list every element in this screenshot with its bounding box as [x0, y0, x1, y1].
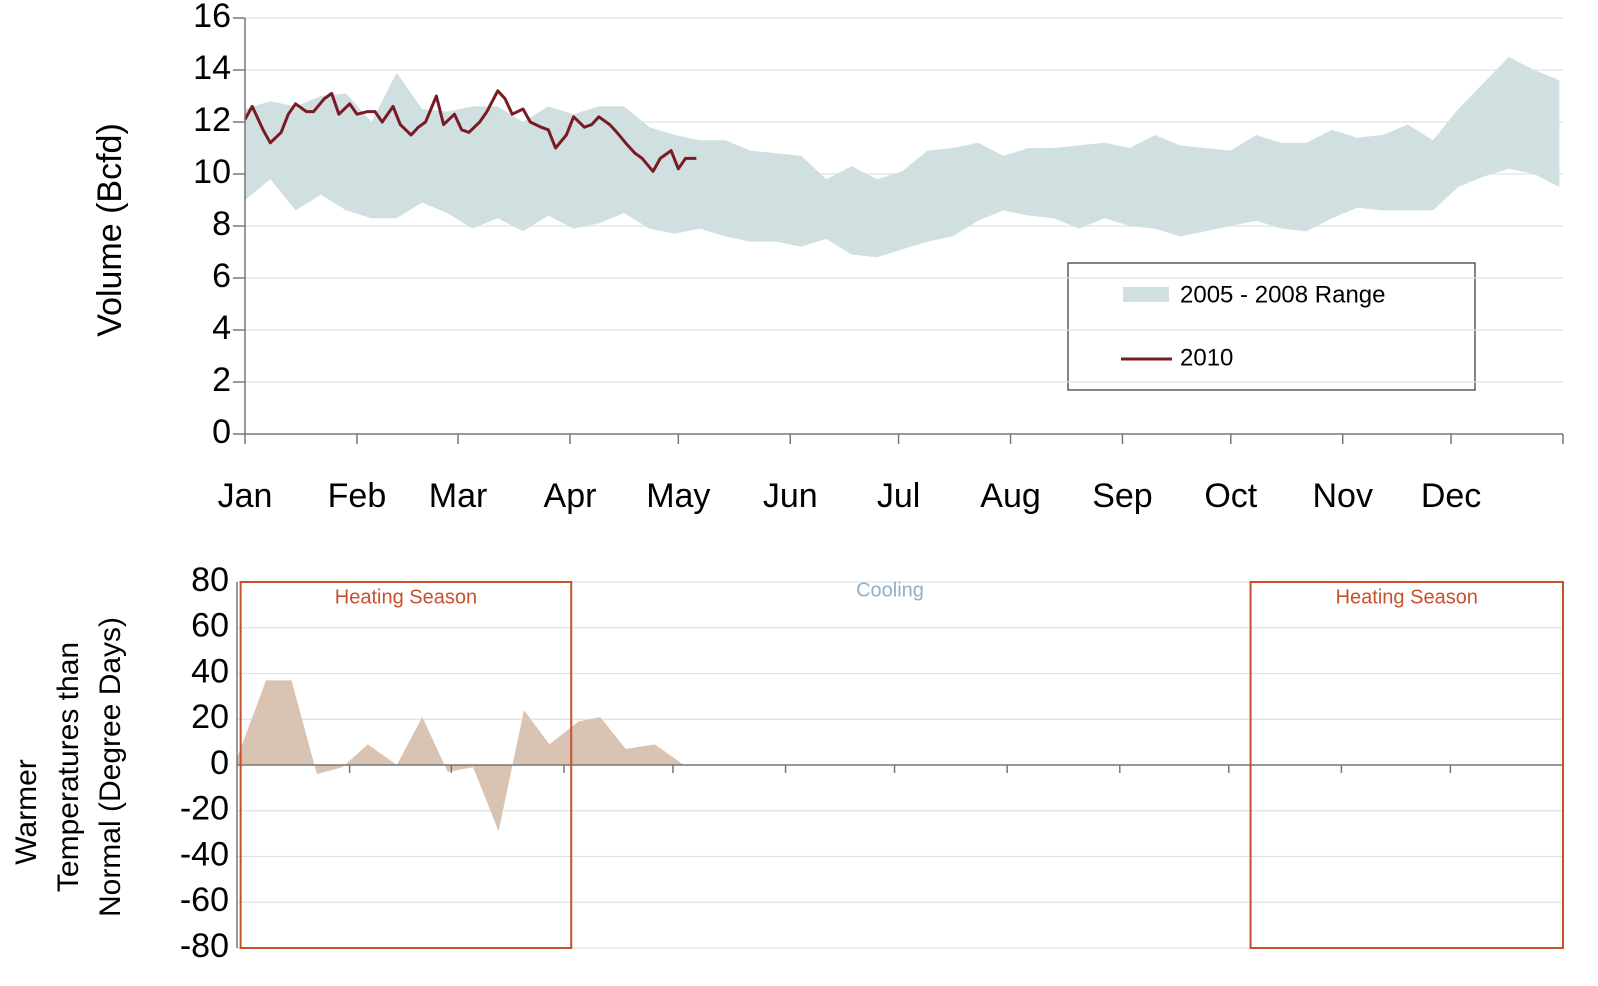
y-tick-label: -80 [180, 927, 229, 965]
y-axis-title: Volume (Bcfd) [91, 123, 129, 337]
y-tick-label: 20 [191, 698, 229, 736]
x-tick-label: Feb [328, 477, 387, 515]
season-label: Cooling [856, 579, 924, 601]
y-tick-label: 12 [193, 101, 231, 139]
y-tick-label: 14 [193, 49, 231, 87]
temperature-area [237, 680, 684, 832]
season-box [1249, 581, 1565, 949]
y-tick-label: 4 [212, 309, 231, 347]
x-tick-label: Nov [1312, 477, 1372, 515]
y-tick-label: 6 [212, 257, 231, 295]
legend [1067, 262, 1476, 391]
y-tick-label: 60 [191, 607, 229, 645]
y-tick-label: 80 [191, 561, 229, 599]
y-tick-label: 40 [191, 652, 229, 690]
line-2010 [243, 89, 697, 173]
x-tick-label: Aug [980, 477, 1041, 515]
x-tick-label: Sep [1092, 477, 1153, 515]
legend-swatch [1123, 287, 1169, 302]
y-tick-label: -60 [180, 881, 229, 919]
legend-label: 2005 - 2008 Range [1180, 281, 1386, 308]
y-tick-label: 10 [193, 153, 231, 191]
season-label: Heating Season [335, 586, 477, 608]
x-tick-label: Dec [1421, 477, 1481, 515]
y-tick-label: -40 [180, 835, 229, 873]
y-axis-title: Normal (Degree Days) [94, 617, 127, 917]
x-tick-label: Jan [218, 477, 273, 515]
legend-label: 2010 [1180, 344, 1233, 371]
x-tick-label: Jun [763, 477, 818, 515]
x-tick-label: Mar [429, 477, 488, 515]
y-axis-title: Warmer [10, 759, 43, 865]
range-band [245, 57, 1560, 258]
x-tick-label: May [646, 477, 710, 515]
y-tick-label: 0 [210, 744, 229, 782]
y-tick-label: 16 [193, 0, 231, 35]
y-tick-label: 2 [212, 361, 231, 399]
y-axis-title: Temperatures than [52, 642, 85, 892]
season-label: Heating Season [1336, 586, 1478, 608]
y-tick-label: 0 [212, 413, 231, 451]
y-tick-label: 8 [212, 205, 231, 243]
y-tick-label: -20 [180, 790, 229, 828]
x-tick-label: Oct [1204, 477, 1257, 515]
x-tick-label: Jul [877, 477, 920, 515]
season-box [239, 581, 573, 949]
x-tick-label: Apr [544, 477, 597, 515]
